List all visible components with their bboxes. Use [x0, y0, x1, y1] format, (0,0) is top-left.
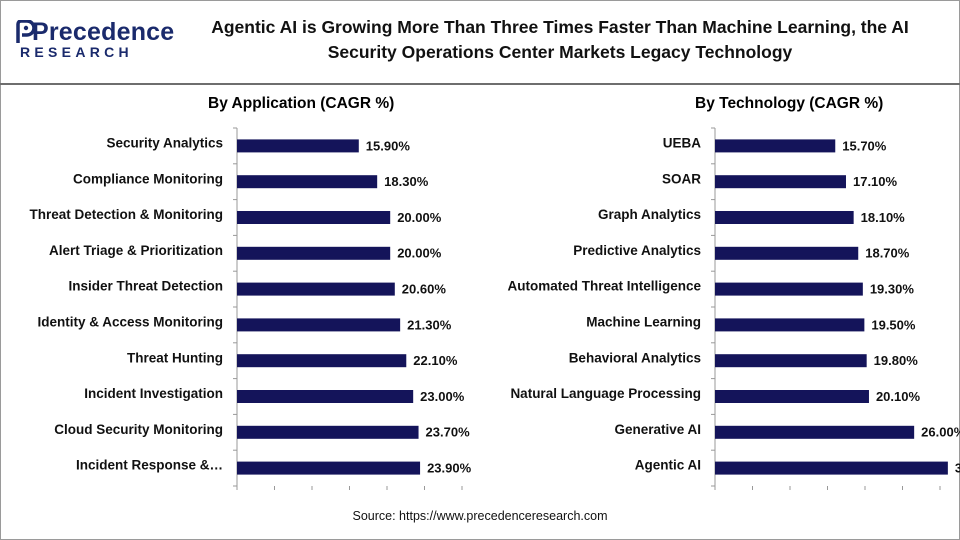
application-category-label: Identity & Access Monitoring — [37, 314, 223, 329]
technology-category-label: Automated Threat Intelligence — [507, 279, 701, 294]
technology-bar — [715, 425, 915, 439]
application-category-label: Insider Threat Detection — [68, 279, 223, 294]
technology-bar — [715, 318, 865, 332]
application-category-label: Cloud Security Monitoring — [54, 422, 223, 437]
source-note: Source: https://www.precedenceresearch.c… — [352, 509, 608, 523]
technology-category-label: Generative AI — [614, 422, 701, 437]
logo-p-icon — [16, 20, 36, 43]
title-line-2: Security Operations Center Markets Legac… — [327, 42, 793, 62]
technology-chart: UEBA 15.70% SOAR 17.10% Graph Analytics 18.10… — [507, 127, 960, 490]
application-bar — [237, 211, 391, 224]
technology-category-label: Behavioral Analytics — [569, 350, 701, 365]
application-category-label: Security Analytics — [106, 135, 223, 150]
technology-value-label: 26.00% — [921, 425, 960, 440]
application-bar — [237, 461, 421, 475]
application-bar — [237, 425, 419, 439]
technology-bar — [715, 175, 846, 189]
technology-bar — [715, 139, 836, 153]
application-value-label: 23.70% — [426, 425, 471, 440]
page-title: Agentic AI is Growing More Than Three Ti… — [180, 15, 940, 65]
application-bar — [237, 282, 395, 296]
technology-value-label: 30.40% — [955, 461, 960, 476]
technology-chart-title: By Technology (CAGR %) — [695, 95, 884, 112]
technology-value-label: 17.10% — [853, 174, 898, 189]
application-category-label: Incident Response &… — [76, 458, 223, 473]
technology-value-label: 19.50% — [871, 317, 916, 332]
technology-category-label: UEBA — [663, 135, 702, 150]
application-bar — [237, 175, 378, 189]
application-category-label: Alert Triage & Prioritization — [49, 243, 223, 258]
technology-bar — [715, 211, 854, 224]
logo-name: Precedence — [32, 18, 175, 46]
application-value-label: 22.10% — [413, 353, 458, 368]
logo-subtitle: RESEARCH — [20, 44, 133, 60]
technology-value-label: 18.70% — [865, 246, 910, 261]
technology-bar — [715, 390, 869, 403]
technology-bar — [715, 282, 863, 296]
application-value-label: 15.90% — [366, 138, 411, 153]
title-line-1: Agentic AI is Growing More Than Three Ti… — [211, 17, 909, 37]
technology-category-label: Agentic AI — [635, 458, 701, 473]
application-chart-title: By Application (CAGR %) — [208, 95, 395, 112]
application-chart: Security Analytics 15.90% Compliance Monit… — [30, 127, 472, 490]
brand-logo: Precedence RESEARCH — [14, 14, 174, 70]
application-value-label: 20.00% — [397, 210, 442, 225]
application-category-label: Threat Detection & Monitoring — [30, 207, 224, 222]
technology-bar — [715, 354, 867, 368]
technology-category-label: SOAR — [662, 171, 701, 186]
technology-value-label: 15.70% — [842, 138, 887, 153]
application-value-label: 18.30% — [384, 174, 429, 189]
application-value-label: 20.00% — [397, 246, 442, 261]
application-bar — [237, 318, 401, 332]
technology-value-label: 20.10% — [876, 389, 921, 404]
technology-bar — [715, 461, 948, 475]
technology-value-label: 19.80% — [874, 353, 919, 368]
technology-value-label: 18.10% — [861, 210, 906, 225]
header-divider — [0, 83, 960, 85]
technology-bar — [715, 246, 859, 260]
application-bar — [237, 390, 414, 403]
application-value-label: 23.90% — [427, 461, 472, 476]
technology-category-label: Graph Analytics — [598, 207, 701, 222]
technology-category-label: Machine Learning — [586, 314, 701, 329]
technology-value-label: 19.30% — [870, 282, 915, 297]
technology-category-label: Predictive Analytics — [573, 243, 701, 258]
application-value-label: 20.60% — [402, 282, 447, 297]
application-bar — [237, 354, 407, 368]
application-value-label: 21.30% — [407, 317, 452, 332]
technology-category-label: Natural Language Processing — [510, 386, 701, 401]
application-bar — [237, 139, 359, 153]
application-category-label: Threat Hunting — [127, 350, 223, 365]
application-category-label: Incident Investigation — [84, 386, 223, 401]
application-bar — [237, 246, 391, 260]
application-value-label: 23.00% — [420, 389, 465, 404]
application-category-label: Compliance Monitoring — [73, 171, 223, 186]
